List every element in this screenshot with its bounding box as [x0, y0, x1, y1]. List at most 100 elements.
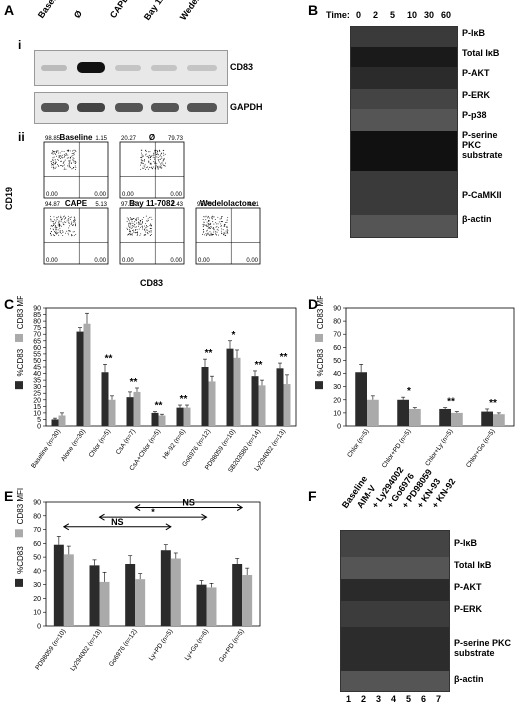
y-tick-label: 50 — [33, 555, 41, 562]
flow-event-dot — [127, 229, 128, 230]
flow-event-dot — [144, 164, 146, 166]
flow-event-dot — [68, 220, 70, 222]
flow-event-dot — [217, 234, 219, 236]
flow-event-dot — [148, 157, 150, 159]
flow-event-dot — [72, 220, 74, 222]
flow-event-dot — [75, 150, 77, 152]
bar — [83, 323, 91, 426]
flow-event-dot — [151, 154, 153, 156]
flow-event-dot — [145, 234, 147, 236]
flow-event-dot — [212, 234, 214, 235]
flow-event-dot — [53, 151, 55, 153]
y-tick-label: 90 — [33, 500, 41, 507]
panel-label-a: A — [4, 2, 15, 18]
flow-event-dot — [56, 164, 58, 166]
flow-event-dot — [206, 221, 208, 223]
flow-event-dot — [158, 165, 160, 167]
flow-event-dot — [67, 232, 69, 234]
flow-event-dot — [148, 220, 149, 221]
flow-event-dot — [57, 152, 59, 154]
legend-swatch-light — [15, 529, 23, 538]
flow-event-dot — [54, 167, 56, 169]
flow-event-dot — [146, 232, 148, 234]
flow-event-dot — [214, 219, 216, 221]
flow-event-dot — [157, 152, 158, 154]
bar — [242, 575, 253, 626]
flow-event-dot — [68, 160, 70, 162]
bar — [206, 587, 217, 626]
flow-event-dot — [156, 163, 158, 165]
flow-event-dot — [160, 153, 162, 155]
flow-event-dot — [55, 232, 57, 234]
flow-event-dot — [60, 232, 62, 234]
flow-event-dot — [156, 154, 158, 156]
flow-event-dot — [52, 162, 54, 164]
flow-event-dot — [202, 226, 204, 228]
flow-event-dot — [129, 234, 131, 236]
flow-event-dot — [161, 161, 163, 163]
flow-event-dot — [52, 159, 54, 161]
flow-event-dot — [213, 216, 215, 218]
flow-event-dot — [208, 227, 210, 229]
flow-event-dot — [53, 219, 55, 221]
bar — [355, 372, 367, 426]
category-label: Ly294002 (n=13) — [69, 628, 103, 672]
category-label: Chlor (n=5) — [88, 428, 112, 459]
flow-event-dot — [71, 235, 72, 237]
flow-event-dot — [203, 221, 205, 223]
flow-event-dot — [209, 220, 211, 222]
time-label: Time: — [326, 10, 350, 20]
flow-plot-frame — [195, 207, 261, 265]
flow-event-dot — [55, 153, 57, 155]
flow-event-dot — [59, 231, 61, 233]
bar — [133, 391, 141, 426]
flow-event-dot — [146, 166, 148, 168]
flow-event-dot — [154, 149, 156, 151]
flow-event-dot — [57, 150, 59, 152]
y-tick-label: 45 — [33, 365, 41, 372]
bracket-arrow — [165, 523, 172, 531]
flow-event-dot — [161, 157, 163, 159]
flow-event-dot — [74, 222, 76, 224]
flow-event-dot — [133, 229, 135, 231]
f-row-label: Total IκB — [454, 560, 492, 570]
flow-event-dot — [153, 152, 155, 154]
gapdh-blot — [34, 92, 228, 124]
flow-event-dot — [138, 228, 140, 230]
flow-quadrant-value: 0.00 — [198, 258, 210, 264]
flow-event-dot — [146, 226, 148, 228]
flow-event-dot — [60, 215, 62, 217]
flow-event-dot — [225, 234, 227, 236]
flow-event-dot — [56, 232, 58, 234]
y-tick-label: 80 — [33, 513, 41, 520]
flow-event-dot — [58, 165, 60, 167]
flow-event-dot — [225, 230, 227, 232]
flow-event-dot — [54, 223, 56, 225]
flow-event-dot — [132, 230, 133, 232]
flow-event-dot — [159, 165, 161, 167]
b-row-label: P-CaMKII — [462, 190, 502, 200]
flow-plot-frame — [119, 207, 185, 265]
flow-event-dot — [223, 231, 225, 233]
flow-event-dot — [137, 222, 139, 223]
flow-plot-title: Ø — [149, 133, 155, 142]
flow-event-dot — [227, 216, 229, 218]
flow-event-dot — [147, 168, 149, 170]
flow-event-dot — [62, 157, 64, 159]
flow-event-dot — [145, 168, 147, 170]
flow-event-dot — [64, 159, 66, 161]
flow-event-dot — [128, 225, 130, 227]
y-tick-label: 5 — [37, 417, 41, 424]
flow-event-dot — [54, 163, 56, 165]
flow-event-dot — [215, 232, 217, 234]
flow-event-dot — [51, 164, 53, 166]
flow-event-dot — [60, 160, 62, 162]
flow-event-dot — [156, 156, 158, 158]
flow-event-dot — [53, 150, 55, 152]
bar — [409, 408, 421, 426]
time-point-label: 2 — [373, 10, 379, 20]
plot-frame — [345, 307, 515, 427]
bar — [276, 368, 284, 426]
significance-label: ** — [105, 353, 113, 364]
y-axis-label-dark: %CD83 — [16, 348, 25, 376]
